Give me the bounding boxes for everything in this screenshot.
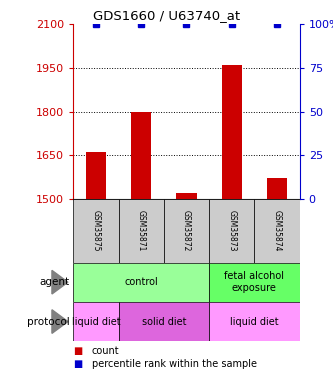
Bar	[119, 199, 164, 262]
Text: GSM35871: GSM35871	[137, 210, 146, 251]
Text: GDS1660 / U63740_at: GDS1660 / U63740_at	[93, 9, 240, 22]
Bar	[86, 152, 106, 199]
Bar	[73, 262, 209, 302]
Text: count: count	[92, 346, 119, 355]
Text: GSM35873: GSM35873	[227, 210, 236, 251]
Polygon shape	[52, 310, 68, 333]
Text: liquid diet: liquid diet	[230, 316, 279, 327]
Text: fetal alcohol
exposure: fetal alcohol exposure	[224, 272, 284, 293]
Bar	[164, 199, 209, 262]
Bar	[131, 111, 152, 199]
Text: GSM35874: GSM35874	[272, 210, 282, 251]
Bar	[73, 302, 119, 341]
Text: agent: agent	[40, 277, 70, 287]
Text: ■: ■	[73, 359, 83, 369]
Text: liquid diet: liquid diet	[72, 316, 120, 327]
Bar	[221, 65, 242, 199]
Bar	[119, 302, 209, 341]
Text: protocol: protocol	[27, 316, 70, 327]
Text: solid diet: solid diet	[142, 316, 186, 327]
Bar	[254, 199, 300, 262]
Text: GSM35875: GSM35875	[91, 210, 101, 251]
Bar	[209, 199, 254, 262]
Bar	[267, 178, 287, 199]
Text: GSM35872: GSM35872	[182, 210, 191, 251]
Text: ■: ■	[73, 346, 83, 355]
Text: control: control	[124, 277, 158, 287]
Text: percentile rank within the sample: percentile rank within the sample	[92, 359, 256, 369]
Bar	[176, 193, 197, 199]
Bar	[209, 262, 300, 302]
Bar	[73, 199, 119, 262]
Polygon shape	[52, 270, 68, 294]
Bar	[209, 302, 300, 341]
